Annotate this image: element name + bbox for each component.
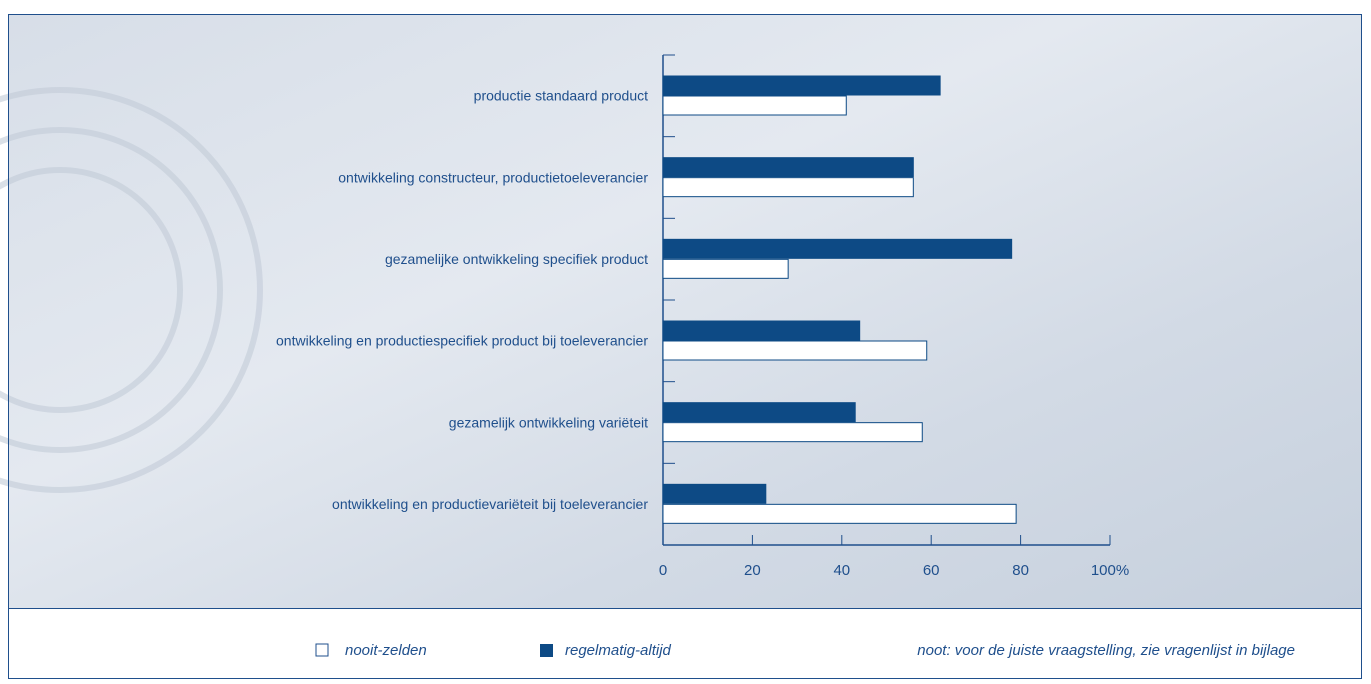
y-tick-label: productie standaard product	[474, 88, 648, 104]
bar	[662, 238, 1013, 259]
x-tick-label: 20	[744, 562, 761, 579]
note: noot: voor de juiste vraagstelling, zie …	[917, 642, 1295, 659]
bar	[662, 340, 928, 361]
plot: 0 20 40 60 80 100% productie standaard product…	[276, 54, 1129, 579]
bar	[662, 157, 914, 178]
x-tick-label: 40	[833, 562, 850, 579]
x-tick-label: 80	[1012, 562, 1029, 579]
legend-swatch	[315, 643, 329, 657]
bar	[662, 95, 847, 116]
bar	[662, 75, 941, 96]
x-tick-label: 100%	[1091, 562, 1129, 579]
legend-label: nooit-zelden	[345, 642, 427, 659]
legend-label: regelmatig-altijd	[565, 642, 672, 659]
legend-swatch	[540, 644, 553, 657]
y-tick-label: ontwikkeling en productievariëteit bij t…	[332, 496, 648, 512]
background-texture	[0, 87, 263, 493]
y-tick-label: gezamelijke ontwikkeling specifiek produ…	[385, 251, 648, 267]
bar	[662, 320, 861, 341]
bar	[662, 177, 914, 198]
x-tick-label: 60	[923, 562, 940, 579]
bar	[662, 483, 767, 504]
bar	[662, 503, 1017, 524]
y-tick-label: gezamelijk ontwikkeling variëteit	[449, 414, 648, 430]
y-tick-label: ontwikkeling constructeur, productietoel…	[338, 169, 648, 185]
bar	[662, 402, 856, 423]
x-tick-label: 0	[659, 562, 667, 579]
bar	[662, 258, 789, 279]
y-tick-label: ontwikkeling en productiespecifiek produ…	[276, 333, 648, 349]
bar	[662, 422, 923, 443]
